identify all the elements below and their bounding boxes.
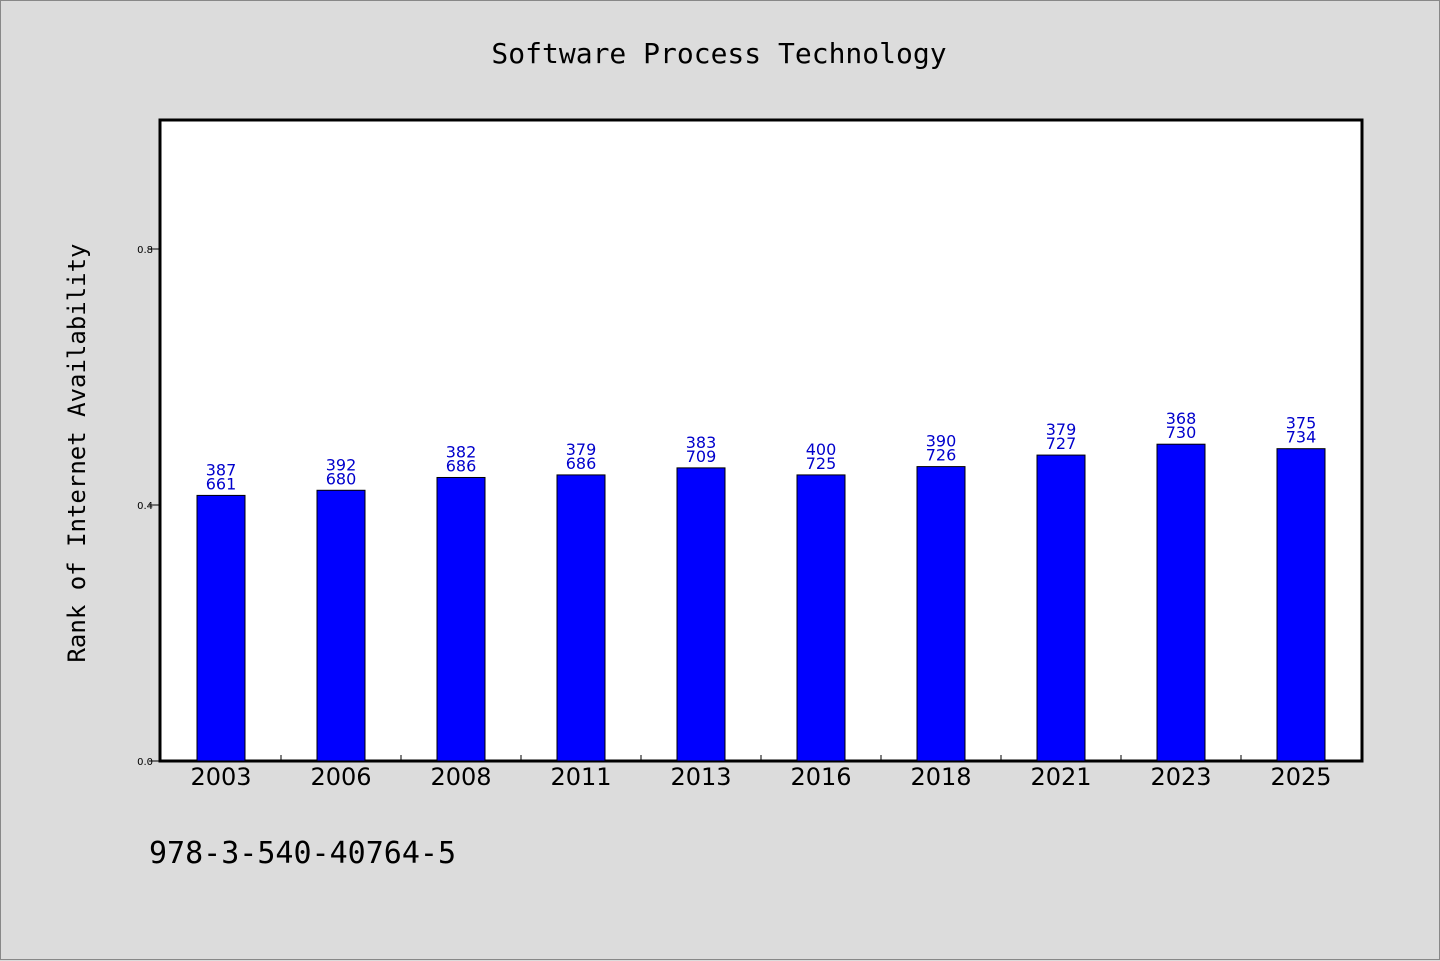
chart-title: Software Process Technology — [491, 37, 946, 70]
data-label: 379 — [566, 440, 597, 459]
data-label: 661 — [206, 474, 237, 493]
data-label: 686 — [446, 456, 477, 475]
y-tick-label: 0.0 — [137, 757, 153, 768]
x-tick-label: 2016 — [790, 763, 851, 791]
data-label: 726 — [926, 446, 957, 465]
bar — [676, 467, 726, 762]
x-tick-label: 2013 — [670, 763, 731, 791]
data-label: 400 — [806, 440, 837, 459]
data-label: 383 — [686, 433, 717, 452]
x-tick-label: 2021 — [1030, 763, 1091, 791]
bar — [1036, 454, 1086, 762]
data-label: 730 — [1166, 423, 1197, 442]
data-label: 686 — [566, 454, 597, 473]
data-label: 725 — [806, 454, 837, 473]
bar — [916, 466, 966, 762]
data-label: 727 — [1046, 434, 1077, 453]
y-axis-label: Rank of Internet Availability — [63, 243, 91, 662]
data-label: 379 — [1046, 420, 1077, 439]
data-label: 368 — [1166, 409, 1197, 428]
data-label: 382 — [446, 442, 477, 461]
y-tick-label: 0.8 — [137, 245, 153, 256]
bar — [436, 476, 486, 762]
data-label: 734 — [1286, 428, 1317, 447]
x-tick-label: 2018 — [910, 763, 971, 791]
x-tick-label: 2011 — [550, 763, 611, 791]
data-label: 390 — [926, 432, 957, 451]
footer-isbn: 978-3-540-40764-5 — [149, 836, 456, 871]
data-label: 387 — [206, 460, 237, 479]
data-label: 709 — [686, 447, 717, 466]
x-tick-label: 2025 — [1270, 763, 1331, 791]
bar — [556, 474, 606, 762]
bar — [1276, 448, 1326, 762]
x-tick-label: 2008 — [430, 763, 491, 791]
chart-marks: 0.00.40.82003387661200639268020083826862… — [137, 245, 1331, 791]
bar — [316, 489, 366, 762]
y-tick-label: 0.4 — [137, 501, 153, 512]
bar — [1156, 443, 1206, 762]
x-tick-label: 2023 — [1150, 763, 1211, 791]
data-label: 375 — [1286, 414, 1317, 433]
data-label: 680 — [326, 469, 357, 488]
data-label: 392 — [326, 455, 357, 474]
bar — [196, 494, 246, 762]
x-tick-label: 2006 — [310, 763, 371, 791]
x-tick-label: 2003 — [190, 763, 251, 791]
bar — [796, 474, 846, 762]
